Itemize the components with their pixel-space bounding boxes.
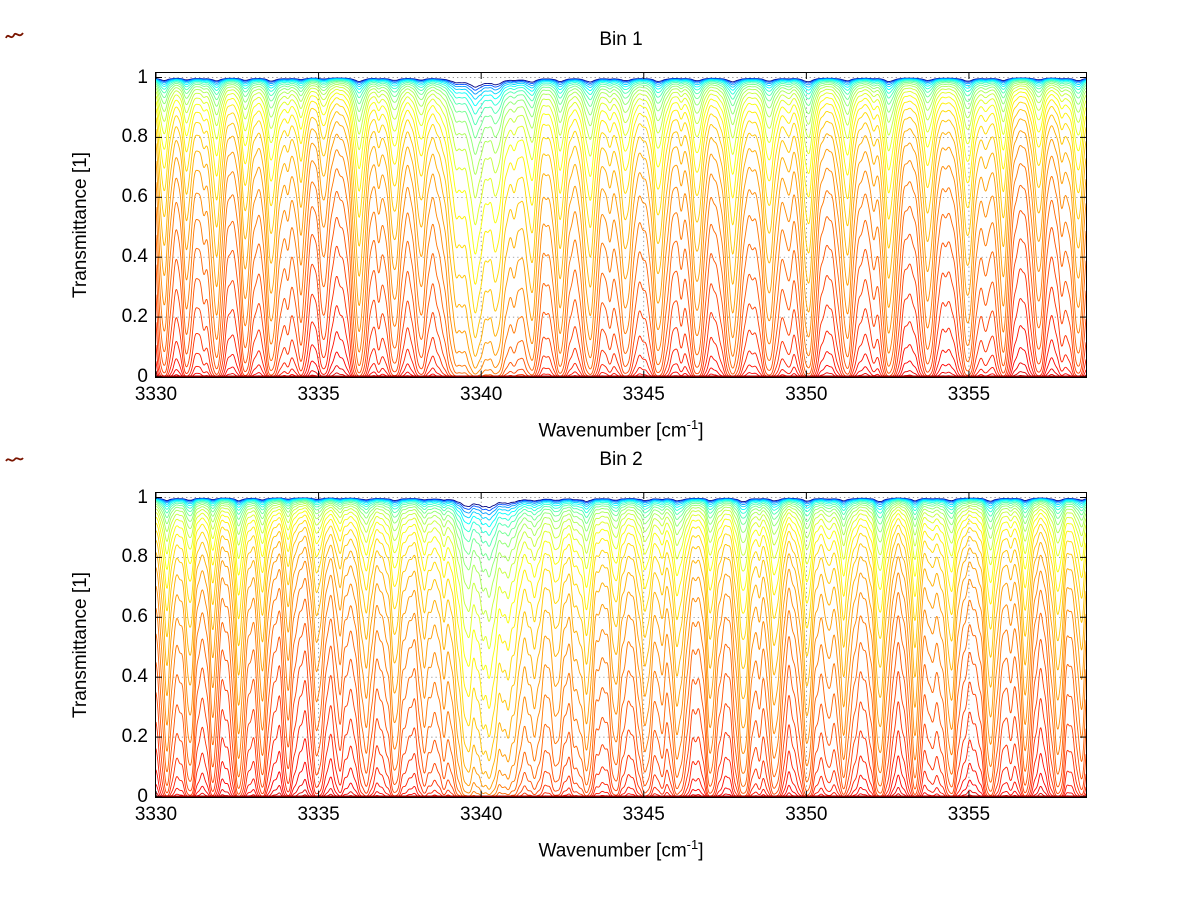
- plot-area-bin2: [156, 493, 1086, 797]
- x-tick-label: 3350: [785, 804, 828, 825]
- stray-mark-icon: [5, 453, 25, 468]
- x-tick-label: 3355: [947, 384, 991, 405]
- x-axis-label-suffix: ]: [698, 840, 704, 862]
- y-axis-label: Transmittance [1]: [70, 571, 91, 719]
- y-tick-label: 0.2: [121, 726, 148, 748]
- y-tick-label: 0.2: [121, 306, 148, 328]
- x-tick-label: 3335: [297, 384, 340, 405]
- y-tick-label: 0.6: [121, 606, 148, 628]
- x-tick-label: 3340: [460, 804, 503, 825]
- y-tick-label: 0.4: [121, 246, 148, 268]
- y-tick-labels: 0 0.2 0.4 0.6 0.8 1: [102, 67, 148, 388]
- x-axis-label-exponent: -1: [686, 417, 699, 432]
- x-tick-label: 3340: [460, 384, 503, 405]
- x-tick-label: 3345: [622, 384, 665, 405]
- x-tick-label: 3345: [622, 804, 665, 825]
- y-axis-label: Transmittance [1]: [70, 151, 91, 299]
- subplot-title: Bin 1: [599, 29, 643, 50]
- x-tick-label: 3335: [297, 804, 340, 825]
- x-axis-label-text: Wavenumber [cm: [538, 840, 687, 862]
- x-axis-label: Wavenumber [cm-1]: [156, 837, 1086, 862]
- x-tick-labels: 3330 3335 3340 3345 3350 3355: [135, 377, 1086, 411]
- y-tick-label: 0: [137, 366, 148, 387]
- stray-mark-icon: [5, 29, 25, 44]
- y-tick-label: 0.6: [121, 186, 148, 208]
- y-tick-labels: 0 0.2 0.4 0.6 0.8 1: [102, 487, 148, 808]
- y-tick-label: 0.4: [121, 666, 148, 688]
- y-tick-label: 0.8: [121, 126, 148, 148]
- y-tick-label: 1: [137, 66, 148, 88]
- y-tick-label: 1: [137, 486, 148, 508]
- plot-area-bin1: [156, 73, 1086, 377]
- x-tick-labels: 3330 3335 3340 3345 3350 3355: [135, 797, 1086, 831]
- subplot-title: Bin 2: [599, 449, 643, 470]
- x-axis-label: Wavenumber [cm-1]: [156, 417, 1086, 442]
- x-tick-label: 3330: [134, 804, 178, 825]
- y-tick-label: 0: [137, 786, 148, 807]
- x-axis-label-text: Wavenumber [cm: [538, 420, 687, 442]
- y-tick-label: 0.8: [121, 546, 148, 568]
- x-axis-label-exponent: -1: [686, 837, 699, 852]
- x-tick-label: 3330: [134, 384, 178, 405]
- x-tick-label: 3355: [947, 804, 991, 825]
- x-axis-label-suffix: ]: [698, 420, 704, 442]
- subplot-bin1: Bin 1 Transmittance [1] 0 0.2 0.4 0.6 0.8 1 3…: [70, 29, 1087, 441]
- x-tick-label: 3350: [785, 384, 828, 405]
- subplot-bin2: Bin 2 Transmittance [1] 0 0.2 0.4 0.6 0.8 1 3…: [70, 449, 1087, 861]
